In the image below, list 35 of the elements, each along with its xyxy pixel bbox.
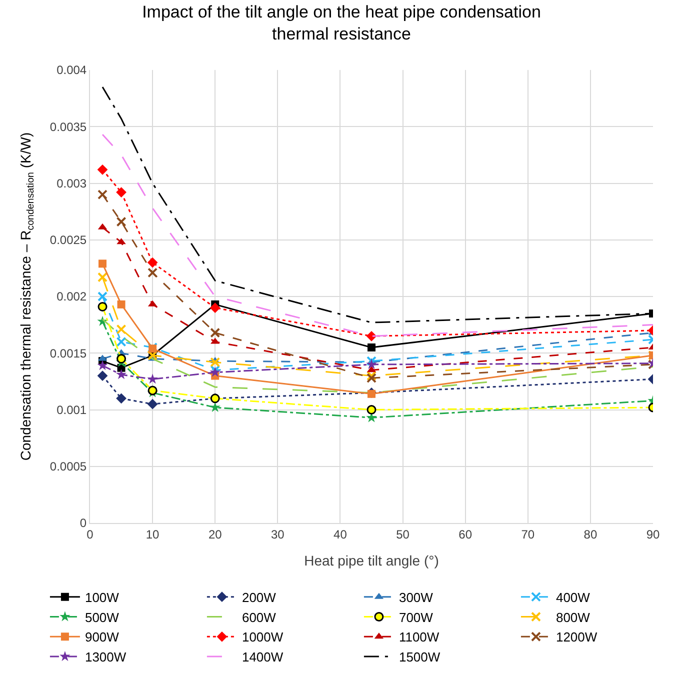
x-tick-label: 80	[584, 527, 598, 542]
x-tick-label: 60	[458, 527, 472, 542]
legend-label: 500W	[84, 610, 120, 625]
x-tick-label: 70	[521, 527, 535, 542]
chart-title: Impact of the tilt angle on the heat pipe condensation thermal resistance	[142, 2, 541, 44]
legend-label: 600W	[242, 610, 277, 625]
legend-label: 100W	[84, 590, 120, 605]
legend-label: 700W	[398, 610, 434, 625]
legend-label: 1400W	[242, 650, 284, 665]
y-tick-label: 0.0035	[50, 120, 87, 134]
legend-label: 1100W	[398, 630, 440, 645]
x-tick-label: 20	[208, 527, 222, 542]
legend-label: 400W	[556, 590, 591, 605]
x-tick-label: 10	[146, 527, 160, 542]
x-tick-label: 90	[646, 527, 660, 542]
x-tick-label: 50	[396, 527, 410, 542]
y-tick-label: 0.0005	[50, 460, 87, 474]
y-tick-label: 0	[80, 516, 87, 530]
legend-label: 1500W	[398, 650, 441, 665]
y-tick-label: 0.002	[56, 290, 87, 304]
y-tick-label: 0.001	[56, 402, 87, 417]
y-tick-label: 0.0025	[50, 233, 87, 248]
legend-label: 300W	[398, 590, 434, 605]
y-tick-label: 0.004	[56, 63, 87, 78]
legend-label: 1000W	[242, 630, 284, 645]
x-tick-label: 30	[270, 527, 285, 542]
y-tick-label: 0.0015	[50, 346, 87, 360]
legend-label: 1200W	[556, 630, 598, 645]
y-tick-label: 0.003	[56, 176, 87, 190]
legend-label: 800W	[556, 610, 591, 625]
legend-label: 900W	[84, 630, 120, 645]
x-tick-label: 40	[334, 527, 348, 542]
x-axis-title: Heat pipe tilt angle (°)	[304, 552, 439, 569]
legend-label: 200W	[242, 590, 277, 605]
legend-label: 1300W	[84, 650, 127, 665]
